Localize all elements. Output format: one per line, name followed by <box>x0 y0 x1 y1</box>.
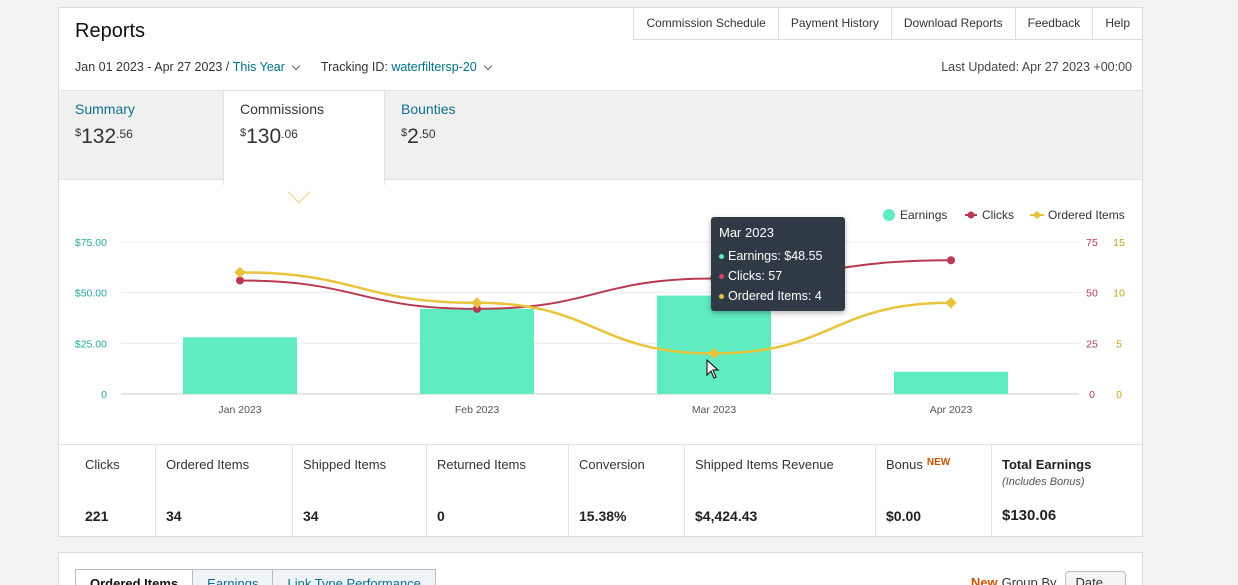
report-tabs: Summary $132.56 Commissions $130.06 Boun… <box>59 90 1142 185</box>
tracking-id-value[interactable]: waterfiltersp-20 <box>391 60 477 74</box>
tab-summary[interactable]: Summary $132.56 <box>59 91 223 181</box>
tab-ordered-items[interactable]: Ordered Items <box>75 569 194 585</box>
y-right-clicks-tick: 75 <box>1086 237 1098 249</box>
tab-bounties[interactable]: Bounties $2.50 <box>385 91 545 181</box>
legend-label: Ordered Items <box>1048 208 1125 222</box>
y-right-clicks-tick: 50 <box>1086 288 1098 300</box>
new-badge: NEW <box>926 457 951 468</box>
stat-shipped-items: Shipped Items 34 <box>292 445 426 536</box>
point-clicks-1 <box>473 304 481 313</box>
point-ordered-2 <box>708 347 720 360</box>
bar-earnings-1 <box>420 308 534 394</box>
tab-commissions[interactable]: Commissions $130.06 <box>223 91 385 185</box>
stat-ordered-items: Ordered Items 34 <box>155 445 292 536</box>
stat-returned-items: Returned Items 0 <box>426 445 568 536</box>
stat-shipped-revenue: Shipped Items Revenue $4,424.43 <box>684 445 875 536</box>
y-right-ordered-tick: 15 <box>1113 237 1125 249</box>
stat-clicks: Clicks 221 <box>85 457 120 524</box>
help-link[interactable]: Help <box>1092 8 1142 39</box>
y-left-tick: $50.00 <box>75 288 107 300</box>
stat-total-earnings: Total Earnings (Includes Bonus) $130.06 <box>991 445 1142 536</box>
tracking-id-label: Tracking ID: <box>320 60 388 74</box>
tab-label: Summary <box>75 101 135 117</box>
group-by-select[interactable]: Date <box>1064 571 1126 585</box>
date-range-text: Jan 01 2023 - Apr 27 2023 / <box>75 60 230 74</box>
last-updated-text: Last Updated: Apr 27 2023 +00:00 <box>941 60 1132 74</box>
detail-tabs: Ordered Items Earnings Link Type Perform… <box>75 569 436 585</box>
mouse-pointer-icon <box>706 359 720 379</box>
point-ordered-0 <box>234 266 246 279</box>
feedback-link[interactable]: Feedback <box>1014 8 1093 39</box>
y-right-clicks-tick: 25 <box>1086 338 1098 350</box>
x-tick-label: Mar 2023 <box>692 404 737 416</box>
y-right-clicks-tick: 0 <box>1089 389 1095 401</box>
point-clicks-3 <box>947 256 955 265</box>
point-ordered-3 <box>945 297 957 309</box>
stats-row: Clicks 221 Ordered Items 34 Shipped Items 3… <box>59 444 1142 536</box>
top-nav: Commission Schedule Payment History Down… <box>633 8 1142 40</box>
details-panel: Ordered Items Earnings Link Type Perform… <box>58 552 1143 585</box>
group-by-control: New Group By Date <box>971 571 1126 585</box>
y-left-tick: 0 <box>101 389 107 401</box>
bar-earnings-0 <box>183 337 297 394</box>
payment-history-link[interactable]: Payment History <box>777 8 891 39</box>
tab-amount: $130.06 <box>240 125 298 148</box>
tooltip-earnings: Earnings: $48.55 <box>719 246 837 266</box>
tab-amount: $132.56 <box>75 125 133 148</box>
line-ordered-items <box>239 271 952 355</box>
tab-earnings[interactable]: Earnings <box>193 569 274 585</box>
tab-label: Commissions <box>240 101 325 117</box>
legend-label: Clicks <box>982 208 1014 222</box>
stat-bonus: Bonus NEW $0.00 <box>875 445 991 536</box>
x-tick-label: Apr 2023 <box>930 404 973 416</box>
x-tick-label: Feb 2023 <box>455 404 500 416</box>
y-right-ordered-tick: 0 <box>1116 389 1122 401</box>
bar-earnings-3 <box>894 371 1008 394</box>
legend-label: Earnings <box>900 208 947 222</box>
reports-panel: Reports Commission Schedule Payment Hist… <box>58 7 1143 537</box>
tooltip-title: Mar 2023 <box>719 225 774 240</box>
x-tick-label: Jan 2023 <box>218 404 261 416</box>
new-badge: New <box>970 575 998 585</box>
group-by-label: Group By <box>1001 575 1057 585</box>
chart-tooltip: Mar 2023 Earnings: $48.55 Clicks: 57 Ord… <box>711 217 845 311</box>
download-reports-link[interactable]: Download Reports <box>890 8 1015 39</box>
page-title: Reports <box>75 20 146 42</box>
commission-schedule-link[interactable]: Commission Schedule <box>646 16 766 30</box>
tooltip-clicks: Clicks: 57 <box>719 266 837 286</box>
legend-clicks-dot <box>967 211 975 219</box>
point-clicks-0 <box>236 276 244 285</box>
legend-ordered-diamond <box>1032 210 1042 220</box>
date-preset-dropdown[interactable]: This Year <box>232 60 285 74</box>
y-right-ordered-tick: 10 <box>1113 288 1125 300</box>
legend-earnings-icon <box>883 209 895 221</box>
tracking-id-dropdown[interactable]: Tracking ID: waterfiltersp-20 <box>321 60 499 74</box>
tab-label: Bounties <box>401 101 456 117</box>
tooltip-ordered: Ordered Items: 4 <box>719 286 837 306</box>
point-ordered-1 <box>471 297 483 309</box>
stat-conversion: Conversion 15.38% <box>568 445 684 536</box>
tab-amount: $2.50 <box>401 125 436 148</box>
y-left-tick: $75.00 <box>75 237 107 249</box>
y-right-ordered-tick: 5 <box>1116 338 1122 350</box>
tab-link-type-performance[interactable]: Link Type Performance <box>273 569 436 585</box>
filter-bar: Jan 01 2023 - Apr 27 2023 / This Year Tr… <box>75 60 499 74</box>
y-left-tick: $25.00 <box>75 338 107 350</box>
